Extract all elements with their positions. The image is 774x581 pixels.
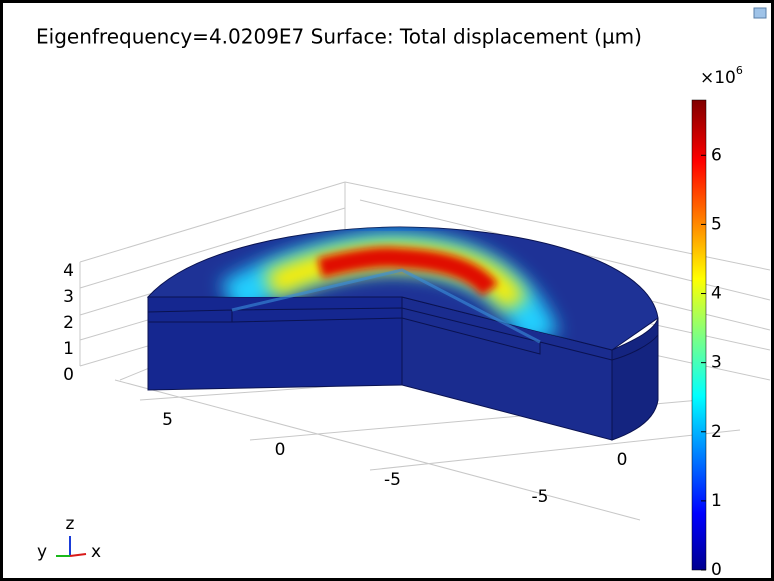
geometry [146, 226, 659, 441]
layer-lines [147, 307, 659, 361]
z-tick-label: 4 [63, 261, 74, 281]
z-tick-label: 3 [63, 287, 74, 307]
window-icon [753, 7, 767, 19]
triad-z: z [66, 514, 75, 534]
colorbar-tick-label: 1 [711, 491, 722, 511]
colorbar-tick-label: 4 [711, 284, 722, 304]
z-tick-label: 2 [63, 313, 74, 333]
colorbar-tick-label: 6 [711, 145, 722, 165]
colorbar-tick-label: 0 [711, 560, 722, 580]
colorbar-tick-label: 5 [711, 214, 722, 234]
x-tick-label: 0 [275, 440, 286, 460]
colorbar-scale: ×106 [700, 64, 743, 88]
z-tick-label: 0 [63, 365, 74, 385]
scale-exponent: 6 [736, 64, 743, 77]
x-tick-label: -5 [384, 470, 401, 490]
triad-x: x [91, 542, 101, 562]
axis-triad: z x y [37, 514, 101, 562]
outer-side [611, 317, 659, 441]
plot-title: Eigenfrequency=4.0209E7 Surface: Total d… [36, 25, 642, 49]
colorbar-tick-label: 3 [711, 353, 722, 373]
scale-label: ×10 [700, 68, 736, 88]
y-tick-label: 0 [617, 450, 628, 470]
triad-y: y [37, 542, 47, 562]
colorbar-tick-label: 2 [711, 422, 722, 442]
z-tick-label: 1 [63, 339, 74, 359]
colorbar [691, 99, 707, 571]
y-tick-label: -5 [532, 487, 549, 507]
x-tick-label: 5 [162, 410, 173, 430]
